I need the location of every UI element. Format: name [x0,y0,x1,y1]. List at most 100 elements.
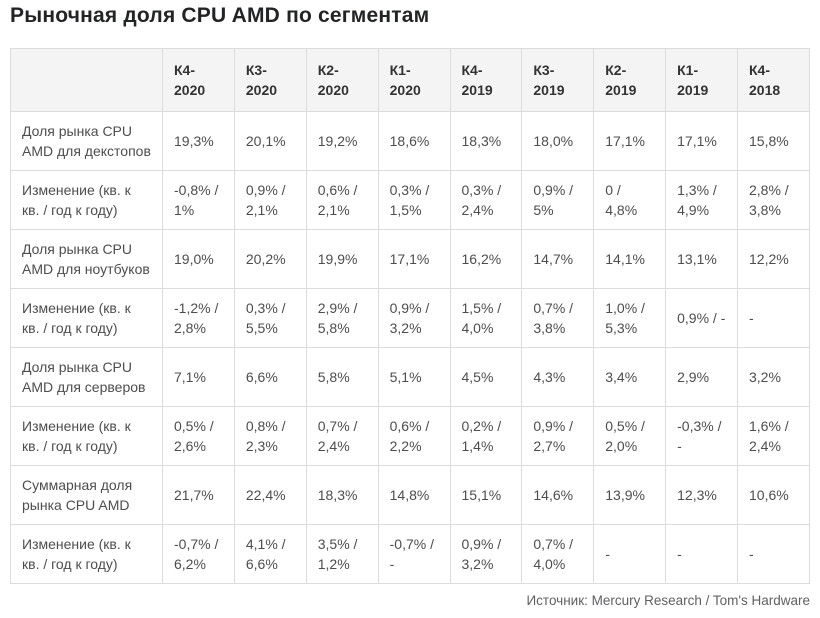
table-cell: 17,1% [377,229,451,289]
table-cell: 0,9% / 2,1% [233,170,307,230]
table-cell: -0,8% / 1% [162,170,235,230]
table-cell: 14,1% [593,229,667,289]
table-row: Доля рынка CPU AMD для декстопов 19,3% 20,… [10,111,810,171]
table-cell: 2,8% / 3,8% [737,170,810,230]
table-cell: 10,6% [737,465,810,525]
table-header: К4-2020 К3-2020 К2-2020 К1-2020 К4-2019 К3-20… [10,48,810,112]
table-cell: 4,5% [449,347,523,407]
table-row: Изменение (кв. к кв. / год к году) -0,8% … [10,170,810,230]
table-row: Изменение (кв. к кв. / год к году) 0,5% /… [10,406,810,466]
table-header-row: К4-2020 К3-2020 К2-2020 К1-2020 К4-2019 К3-20… [10,48,810,112]
table-cell: 0,2% / 1,4% [449,406,523,466]
table-cell: 7,1% [162,347,235,407]
table-body: Доля рынка CPU AMD для декстопов 19,3% 20,… [10,111,810,584]
table-cell: 5,1% [377,347,451,407]
source-caption: Источник: Mercury Research / Tom's Hardw… [526,593,810,608]
column-header: К4-2019 [449,48,523,112]
table-cell: 1,5% / 4,0% [449,288,523,348]
table-cell: 19,9% [305,229,379,289]
page-title: Рыночная доля CPU AMD по сегментам [10,4,430,27]
table-row: Суммарная доля рынка CPU AMD 21,7% 22,4% 18… [10,465,810,525]
table-cell: 0,8% / 2,3% [233,406,307,466]
table-cell: 13,9% [593,465,667,525]
table-cell: 18,0% [521,111,595,171]
table-cell: 0,3% / 2,4% [449,170,523,230]
table-cell: 16,2% [449,229,523,289]
column-header: К2-2019 [593,48,667,112]
table-cell: 0,7% / 2,4% [305,406,379,466]
row-label: Доля рынка CPU AMD для декстопов [10,111,163,171]
row-label: Доля рынка CPU AMD для серверов [10,347,163,407]
column-header: К4-2020 [162,48,235,112]
table-cell: 17,1% [665,111,738,171]
table-cell: -0,7% / 6,2% [162,524,235,584]
row-label: Изменение (кв. к кв. / год к году) [10,406,163,466]
table-cell: 17,1% [593,111,667,171]
row-label-column-header [10,48,163,112]
table-cell: 0,7% / 3,8% [521,288,595,348]
table-cell: 0,3% / 5,5% [233,288,307,348]
table-cell: 1,6% / 2,4% [737,406,810,466]
table-cell: 18,3% [305,465,379,525]
table-cell: - [665,524,738,584]
table-cell: 0,7% / 4,0% [521,524,595,584]
table-cell: 21,7% [162,465,235,525]
table-cell: 0,6% / 2,2% [377,406,451,466]
row-label: Суммарная доля рынка CPU AMD [10,465,163,525]
table-cell: -0,7% / - [377,524,451,584]
table-cell: 15,8% [737,111,810,171]
table-cell: 0,9% / 3,2% [449,524,523,584]
table-cell: 14,7% [521,229,595,289]
table-cell: 0,5% / 2,0% [593,406,667,466]
table-cell: 14,6% [521,465,595,525]
row-label: Изменение (кв. к кв. / год к году) [10,524,163,584]
table-cell: 0,3% / 1,5% [377,170,451,230]
column-header: К2-2020 [305,48,379,112]
table-cell: 6,6% [233,347,307,407]
table-cell: 4,3% [521,347,595,407]
table-cell: 22,4% [233,465,307,525]
table-cell: 3,4% [593,347,667,407]
column-header: К3-2020 [233,48,307,112]
table-cell: 0 / 4,8% [593,170,667,230]
table-cell: - [737,288,810,348]
table-cell: 19,3% [162,111,235,171]
market-share-table: К4-2020 К3-2020 К2-2020 К1-2020 К4-2019 К3-20… [10,48,810,584]
table-cell: 0,9% / 5% [521,170,595,230]
table-cell: 12,3% [665,465,738,525]
table-row: Доля рынка CPU AMD для серверов 7,1% 6,6% 5… [10,347,810,407]
table-cell: 0,9% / - [665,288,738,348]
table-cell: 20,1% [233,111,307,171]
table-cell: 15,1% [449,465,523,525]
table-cell: 3,5% / 1,2% [305,524,379,584]
table-cell: 3,2% [737,347,810,407]
table-cell: 18,3% [449,111,523,171]
table-cell: 5,8% [305,347,379,407]
column-header: К1-2020 [377,48,451,112]
table-cell: 1,0% / 5,3% [593,288,667,348]
table-cell: 14,8% [377,465,451,525]
table-cell: 0,5% / 2,6% [162,406,235,466]
column-header: К1-2019 [665,48,738,112]
table-cell: 0,9% / 3,2% [377,288,451,348]
column-header: К4-2018 [737,48,810,112]
table-cell: 2,9% [665,347,738,407]
table-cell: 13,1% [665,229,738,289]
table-cell: 12,2% [737,229,810,289]
table-cell: 0,9% / 2,7% [521,406,595,466]
table-row: Доля рынка CPU AMD для ноутбуков 19,0% 20,… [10,229,810,289]
table-cell: 19,2% [305,111,379,171]
table-cell: -0,3% / - [665,406,738,466]
table-row: Изменение (кв. к кв. / год к году) -1,2% … [10,288,810,348]
table-cell: 18,6% [377,111,451,171]
row-label: Изменение (кв. к кв. / год к году) [10,288,163,348]
table-cell: 20,2% [233,229,307,289]
row-label: Доля рынка CPU AMD для ноутбуков [10,229,163,289]
table-cell: 19,0% [162,229,235,289]
table-cell: 1,3% / 4,9% [665,170,738,230]
table-cell: - [737,524,810,584]
row-label: Изменение (кв. к кв. / год к году) [10,170,163,230]
table-row: Изменение (кв. к кв. / год к году) -0,7% … [10,524,810,584]
table-cell: 0,6% / 2,1% [305,170,379,230]
table-cell: -1,2% / 2,8% [162,288,235,348]
